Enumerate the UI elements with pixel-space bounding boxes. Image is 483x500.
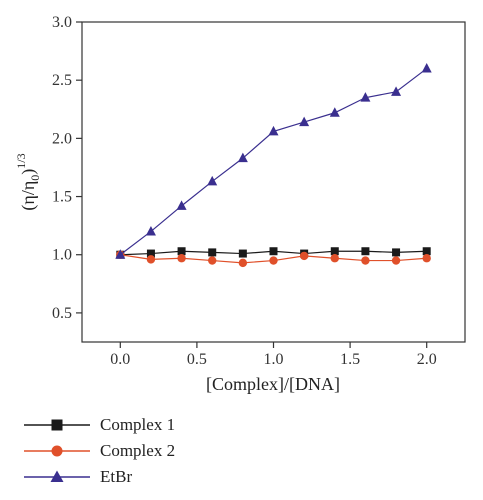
- legend-label: Complex 1: [100, 415, 176, 434]
- legend-item-complex-2: Complex 2: [22, 438, 175, 464]
- series-complex-1: [116, 247, 431, 259]
- data-point: [146, 255, 156, 264]
- data-point: [330, 254, 339, 263]
- data-point: [330, 247, 339, 256]
- data-point: [422, 247, 431, 256]
- series-layer: [115, 63, 432, 268]
- data-point: [329, 107, 340, 117]
- y-tick-label: 3.0: [52, 14, 72, 31]
- x-axis-title: [Complex]/[DNA]: [206, 374, 340, 394]
- y-tick-label: 1.0: [52, 247, 72, 264]
- data-point: [177, 247, 186, 256]
- circle-marker-icon: [24, 445, 90, 457]
- x-tick-label: 0.5: [187, 351, 207, 368]
- series-line: [119, 68, 428, 256]
- data-point: [299, 116, 310, 127]
- data-point: [207, 175, 218, 186]
- data-point: [237, 152, 248, 163]
- legend-item-etbr: EtBr: [22, 464, 175, 490]
- series-etbr: [115, 63, 432, 259]
- y-axis-title-sup: 1/3: [14, 153, 28, 168]
- data-point: [299, 251, 309, 261]
- legend-label: Complex 2: [100, 441, 176, 460]
- x-tick-label: 1.5: [340, 351, 360, 368]
- x-tick-label: 0.0: [110, 351, 130, 368]
- data-point: [391, 256, 401, 265]
- data-point: [421, 63, 432, 73]
- legend-item-complex-1: Complex 1: [22, 412, 175, 438]
- data-point: [392, 248, 401, 257]
- y-axis-title-close: ): [18, 169, 39, 175]
- square-marker-icon: [24, 419, 90, 431]
- y-tick-label: 2.5: [52, 72, 72, 89]
- data-point: [361, 247, 370, 256]
- data-point: [391, 86, 402, 96]
- triangle-marker-icon: [24, 470, 90, 482]
- y-tick-label: 0.5: [52, 305, 72, 322]
- x-tick-label: 1.0: [264, 351, 284, 368]
- data-point: [208, 248, 217, 257]
- legend: Complex 1 Complex 2 EtBr: [22, 412, 175, 490]
- data-point: [146, 249, 155, 258]
- data-point: [269, 256, 278, 265]
- legend-label: EtBr: [100, 467, 133, 486]
- y-axis-title-main: (η/η: [18, 181, 39, 211]
- data-point: [177, 254, 186, 263]
- data-point: [268, 125, 279, 136]
- data-point: [269, 247, 278, 256]
- y-tick-label: 2.0: [52, 130, 72, 147]
- y-axis-title-sub: 0: [28, 175, 42, 181]
- data-point: [145, 225, 156, 236]
- data-point: [238, 258, 248, 268]
- data-point: [422, 254, 431, 263]
- data-point: [238, 249, 247, 258]
- data-point: [115, 249, 126, 259]
- data-point: [361, 256, 370, 265]
- x-tick-label: 2.0: [417, 351, 437, 368]
- plot-frame: [81, 21, 466, 343]
- data-point: [176, 200, 187, 210]
- data-point: [360, 92, 371, 102]
- y-axis-ticks: 0.5 1.0 1.5 2.0 2.5 3.0: [52, 14, 82, 322]
- x-axis-ticks: 0.0 0.5 1.0 1.5 2.0: [110, 342, 437, 368]
- y-tick-label: 1.5: [52, 189, 72, 206]
- y-axis-title: (η/η0)1/3: [14, 153, 42, 210]
- data-point: [208, 256, 217, 265]
